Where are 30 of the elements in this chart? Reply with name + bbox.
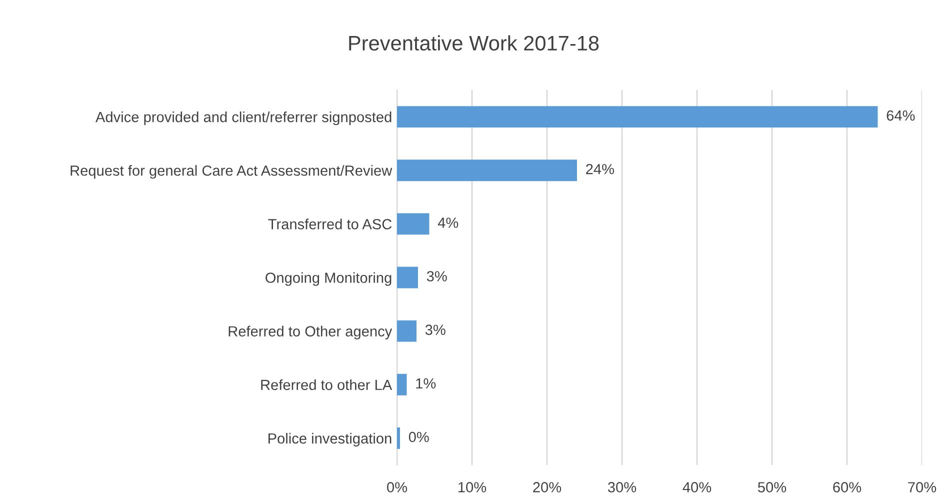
y-tick-label: Transferred to ASC: [268, 218, 392, 230]
bar: [397, 213, 430, 235]
y-tick-label: Police investigation: [268, 432, 392, 447]
bar: [397, 160, 577, 182]
y-tick-label: Advice provided and client/referrer signposted: [95, 112, 392, 126]
data-label: 24%: [586, 164, 614, 174]
y-tick-label: Ongoing Monitoring: [266, 272, 392, 286]
x-tick-label: 60%: [833, 482, 862, 492]
y-tick-label: Request for general Care Act Assessment/Review: [70, 165, 392, 179]
data-label: 0%: [408, 432, 429, 442]
x-tick-label: 40%: [682, 482, 712, 492]
data-label: 64%: [886, 110, 915, 121]
data-label: 4%: [438, 218, 458, 228]
x-tick-label: 0%: [387, 482, 408, 492]
x-tick-label: 10%: [458, 482, 486, 492]
data-label: 1%: [416, 378, 436, 388]
bar: [397, 428, 400, 449]
data-label: 3%: [426, 271, 447, 282]
bar: [397, 266, 418, 288]
bar: [397, 106, 878, 128]
y-tick-label: Referred to Other agency: [228, 326, 392, 340]
bar: [397, 374, 407, 396]
bar: [397, 320, 416, 342]
x-tick-label: 50%: [758, 482, 786, 492]
x-tick-label: 20%: [533, 482, 562, 492]
x-tick-label: 30%: [608, 482, 636, 492]
y-tick-label: Referred to other LA: [261, 379, 392, 390]
data-label: 3%: [425, 324, 446, 335]
x-tick-label: 70%: [908, 482, 936, 492]
chart-title: Preventative Work 2017-18: [349, 35, 599, 51]
